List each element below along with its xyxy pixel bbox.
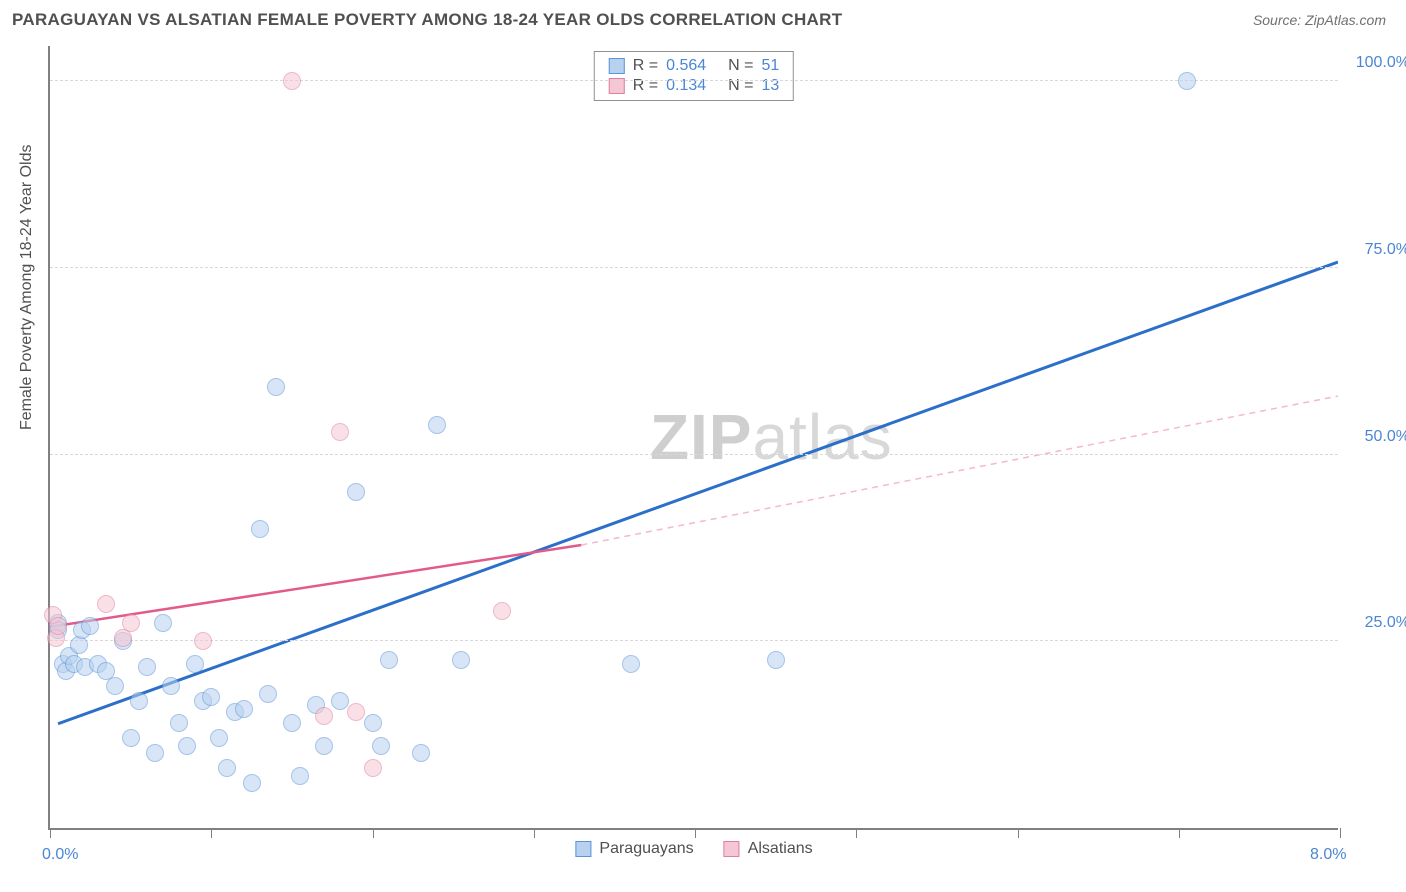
data-point	[178, 737, 196, 755]
n-label: N =	[728, 57, 753, 75]
data-point	[1178, 72, 1196, 90]
y-axis-label: Female Poverty Among 18-24 Year Olds	[18, 145, 36, 431]
source-attribution: Source: ZipAtlas.com	[1253, 12, 1386, 28]
gridline	[50, 454, 1338, 455]
x-tick	[1018, 828, 1019, 838]
x-tick-label: 8.0%	[1310, 846, 1346, 864]
data-point	[380, 651, 398, 669]
r-value: 0.564	[666, 57, 720, 75]
x-tick-label: 0.0%	[42, 846, 78, 864]
chart-title: PARAGUAYAN VS ALSATIAN FEMALE POVERTY AM…	[12, 10, 842, 30]
data-point	[364, 714, 382, 732]
data-point	[162, 677, 180, 695]
series-name: Paraguayans	[599, 840, 693, 858]
legend-swatch	[575, 841, 591, 857]
data-point	[283, 714, 301, 732]
data-point	[315, 737, 333, 755]
data-point	[315, 707, 333, 725]
data-point	[428, 416, 446, 434]
x-tick	[1179, 828, 1180, 838]
x-tick	[695, 828, 696, 838]
correlation-legend: R = 0.564 N = 51R =0.134N =13	[594, 51, 794, 101]
data-point	[154, 614, 172, 632]
x-tick	[534, 828, 535, 838]
data-point	[493, 602, 511, 620]
data-point	[138, 658, 156, 676]
data-point	[218, 759, 236, 777]
data-point	[194, 632, 212, 650]
data-point	[259, 685, 277, 703]
data-point	[364, 759, 382, 777]
data-point	[146, 744, 164, 762]
legend-swatch	[609, 58, 625, 74]
legend-row: R =0.134N =13	[609, 76, 779, 96]
y-tick-label: 25.0%	[1365, 614, 1406, 632]
legend-item: Alsatians	[724, 840, 813, 858]
x-tick	[1340, 828, 1341, 838]
gridline	[50, 80, 1338, 81]
data-point	[202, 688, 220, 706]
legend-item: Paraguayans	[575, 840, 693, 858]
data-point	[122, 614, 140, 632]
data-point	[412, 744, 430, 762]
data-point	[235, 700, 253, 718]
data-point	[331, 423, 349, 441]
scatter-plot: ZIPatlas R =0.564N =51R =0.134N =13 Para…	[48, 46, 1338, 830]
legend-row: R = 0.564 N = 51	[609, 56, 779, 76]
x-tick	[211, 828, 212, 838]
data-point	[452, 651, 470, 669]
data-point	[767, 651, 785, 669]
legend-swatch	[724, 841, 740, 857]
series-legend: Paraguayans Alsatians	[575, 840, 812, 858]
data-point	[251, 520, 269, 538]
y-tick-label: 50.0%	[1365, 428, 1406, 446]
data-point	[186, 655, 204, 673]
data-point	[97, 595, 115, 613]
x-tick	[50, 828, 51, 838]
x-tick	[856, 828, 857, 838]
data-point	[347, 703, 365, 721]
data-point	[291, 767, 309, 785]
data-point	[267, 378, 285, 396]
n-value: 51	[761, 57, 779, 75]
data-point	[283, 72, 301, 90]
data-point	[122, 729, 140, 747]
data-point	[106, 677, 124, 695]
x-tick	[373, 828, 374, 838]
data-point	[347, 483, 365, 501]
data-point	[81, 617, 99, 635]
y-tick-label: 75.0%	[1365, 241, 1406, 259]
data-point	[372, 737, 390, 755]
data-point	[622, 655, 640, 673]
data-point	[49, 617, 67, 635]
series-name: Alsatians	[748, 840, 813, 858]
gridline	[50, 640, 1338, 641]
r-label: R =	[633, 57, 658, 75]
data-point	[331, 692, 349, 710]
data-point	[243, 774, 261, 792]
data-point	[210, 729, 228, 747]
watermark: ZIPatlas	[650, 400, 893, 474]
y-tick-label: 100.0%	[1356, 54, 1406, 72]
data-point	[130, 692, 148, 710]
data-point	[170, 714, 188, 732]
gridline	[50, 267, 1338, 268]
